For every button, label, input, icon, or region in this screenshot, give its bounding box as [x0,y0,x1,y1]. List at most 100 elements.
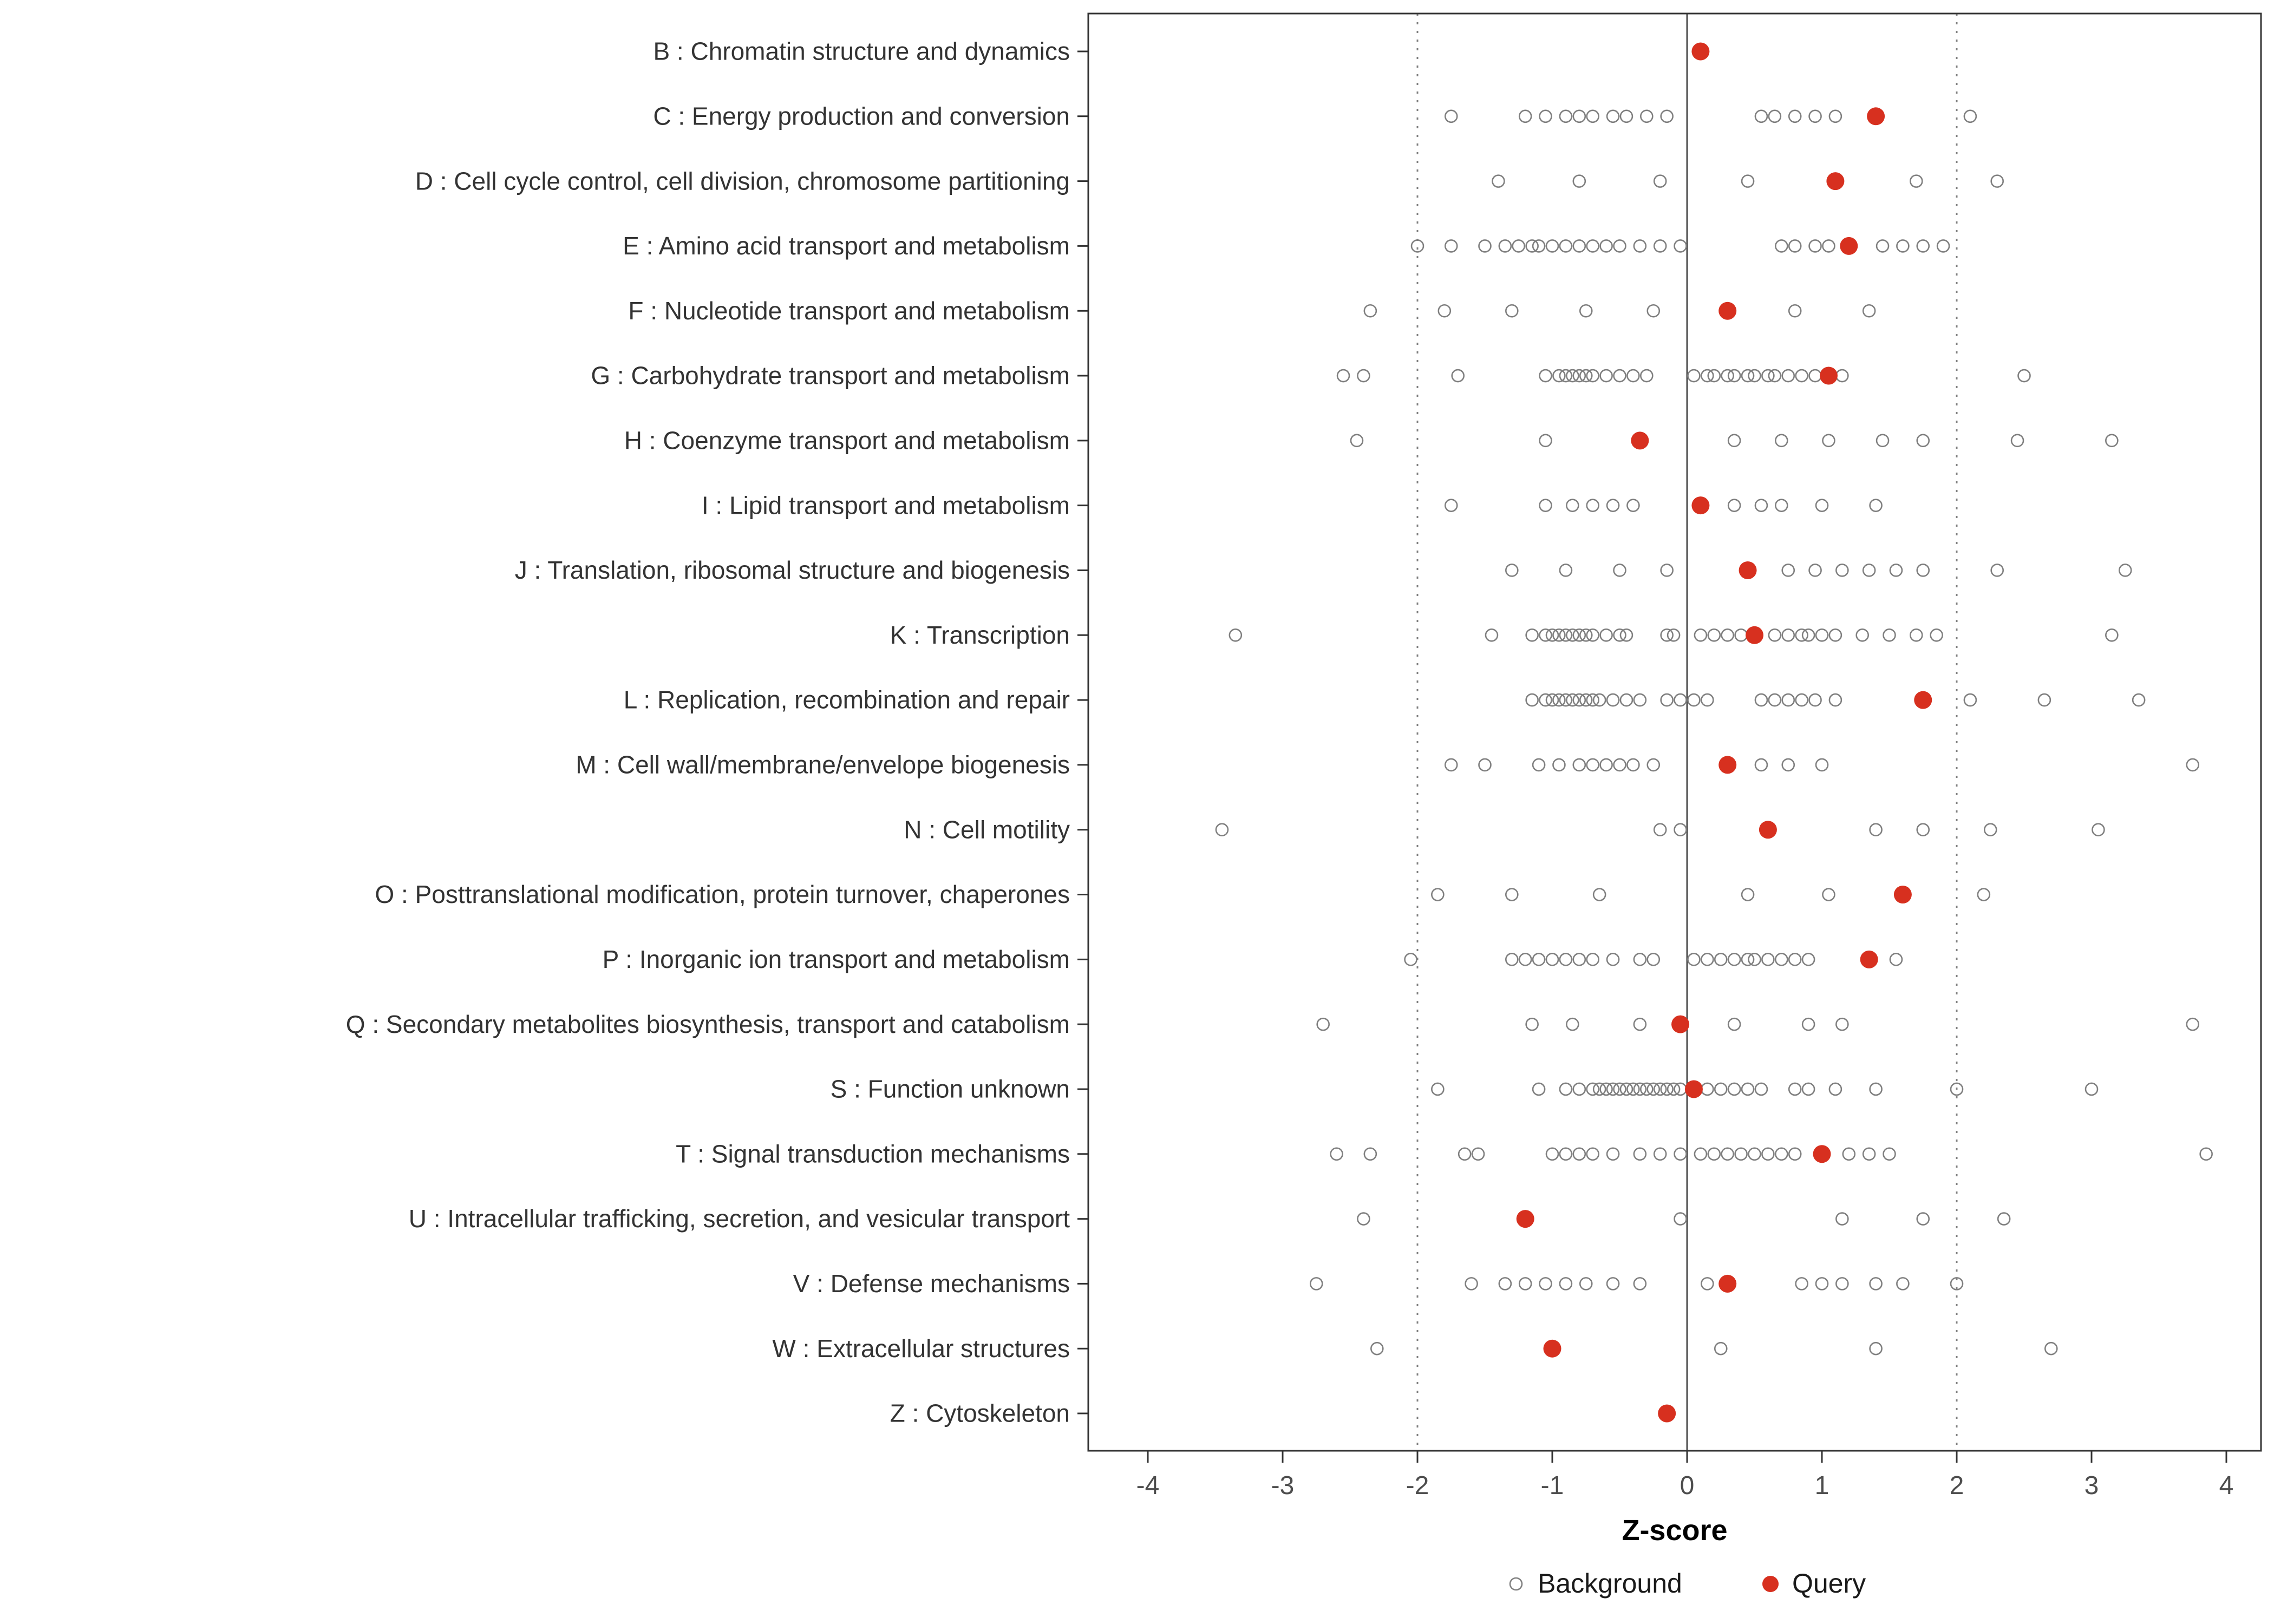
query-point [1826,172,1845,191]
background-point [1586,239,1599,253]
background-point [1801,953,1815,966]
background-point [1660,564,1674,577]
query-point [1867,107,1885,126]
background-point [1869,1277,1883,1291]
background-point [1768,693,1782,707]
background-point [1363,1147,1377,1161]
background-point [1586,499,1599,512]
category-label: M : Cell wall/membrane/envelope biogenes… [576,751,1070,779]
background-point [1532,1082,1546,1096]
background-point [1606,953,1620,966]
query-point [1819,366,1838,385]
background-point [1357,1212,1370,1226]
background-point [1828,109,1842,123]
query-point [1739,561,1757,579]
background-point [1613,564,1626,577]
background-point [1754,499,1768,512]
background-point [1835,564,1849,577]
background-point [1808,109,1822,123]
background-point [1990,564,2004,577]
background-point [1599,369,1613,383]
category-label: F : Nucleotide transport and metabolism [628,297,1070,325]
background-point [2186,758,2200,772]
background-point [1896,239,1910,253]
background-point [1606,1277,1620,1291]
background-point [1835,1277,1849,1291]
background-point [1316,1017,1330,1031]
background-point [1727,953,1741,966]
background-point [1761,953,1775,966]
background-point [1781,758,1795,772]
legend-background-icon [1509,1577,1523,1591]
background-point [1505,888,1519,901]
background-point [1626,369,1640,383]
background-point [1572,758,1586,772]
query-point [1813,1145,1831,1163]
background-point [1606,109,1620,123]
background-point [1815,1277,1829,1291]
background-point [2118,564,2132,577]
x-tick-label: -2 [1406,1471,1429,1500]
background-point [1545,239,1559,253]
background-point [1613,628,1626,642]
background-point [1754,758,1768,772]
background-point [1619,693,1633,707]
background-point [2044,1341,2058,1355]
background-point [1586,1082,1599,1096]
background-point [1930,628,1943,642]
background-point [1606,1147,1620,1161]
background-point [1518,953,1532,966]
x-tick-label: 1 [1815,1471,1829,1500]
query-point [1860,950,1878,968]
query-point [1893,886,1912,904]
category-label: S : Function unknown [831,1075,1070,1103]
background-point [1754,693,1768,707]
background-point [1795,628,1808,642]
category-label: P : Inorganic ion transport and metaboli… [603,945,1070,973]
background-point [1566,628,1579,642]
background-point [1653,1082,1667,1096]
background-point [1559,1082,1573,1096]
background-point [1754,109,1768,123]
background-point [1889,953,1903,966]
background-point [1545,628,1559,642]
background-point [1781,693,1795,707]
background-point [1559,564,1573,577]
category-label: D : Cell cycle control, cell division, c… [415,167,1070,195]
background-point [1707,369,1721,383]
background-point [1431,1082,1445,1096]
background-point [1687,369,1701,383]
background-point [1862,304,1876,318]
background-point [1539,628,1552,642]
background-point [1660,109,1674,123]
background-point [1667,1082,1681,1096]
category-label: C : Energy production and conversion [653,102,1070,130]
background-point [1532,239,1546,253]
background-point [1862,1147,1876,1161]
background-point [1748,369,1761,383]
background-point [1545,1147,1559,1161]
background-point [1539,369,1552,383]
background-point [1559,1277,1573,1291]
background-point [1539,499,1552,512]
background-point [1775,499,1788,512]
background-point [1674,239,1687,253]
background-point [1485,628,1499,642]
background-point [1626,1082,1640,1096]
background-point [1599,758,1613,772]
background-point [1835,1212,1849,1226]
query-point [1718,1274,1737,1293]
x-tick-label: 4 [2219,1471,2234,1500]
background-point [1498,239,1512,253]
background-point [1586,628,1599,642]
background-point [1437,304,1452,318]
background-point [1552,758,1566,772]
category-label: V : Defense mechanisms [793,1269,1070,1298]
background-point [1613,239,1626,253]
panel-border [1087,12,2262,1452]
background-point [1579,304,1593,318]
background-point [1910,174,1923,188]
background-point [1660,1082,1674,1096]
background-point [1707,1147,1721,1161]
